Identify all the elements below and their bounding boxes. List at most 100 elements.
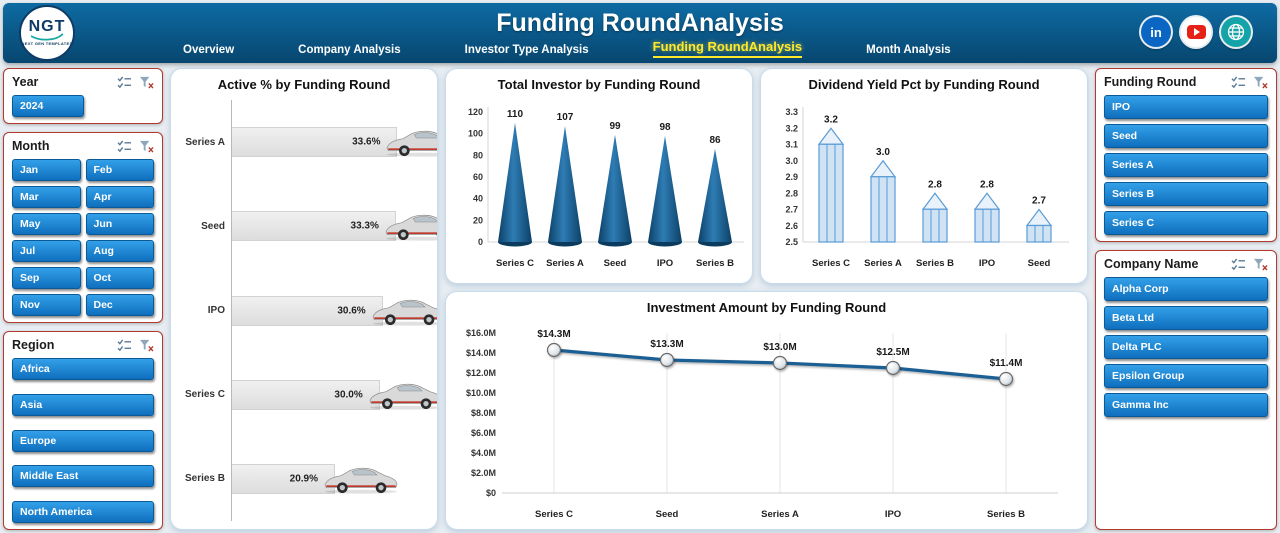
nav-tab-company-analysis[interactable]: Company Analysis <box>298 44 401 56</box>
slicer-option-nov[interactable]: Nov <box>12 294 81 316</box>
content-area: Year 2024 Month Jan Feb Mar Apr May Jun Jul Aug… <box>3 68 1277 530</box>
slicer-option-asia[interactable]: Asia <box>12 393 154 416</box>
svg-text:Series A: Series A <box>546 258 584 269</box>
clear-filter-icon[interactable] <box>139 76 154 89</box>
active-pct-row-seed: Seed 33.3% <box>179 184 437 269</box>
year-options: 2024 <box>12 95 154 117</box>
funding-round-slicer: Funding Round IPO Seed Series A Series B Ser… <box>1095 68 1277 242</box>
svg-text:$6.0M: $6.0M <box>471 428 496 438</box>
svg-text:86: 86 <box>709 135 721 146</box>
slicer-option-jun[interactable]: Jun <box>85 213 154 235</box>
linkedin-glyph: in <box>1150 24 1162 40</box>
play-glyph <box>1193 28 1200 36</box>
svg-text:$11.4M: $11.4M <box>990 358 1023 369</box>
multiselect-icon[interactable] <box>1231 76 1246 89</box>
svg-text:99: 99 <box>609 121 621 132</box>
nav-tab-funding-roundanalysis[interactable]: Funding RoundAnalysis <box>652 39 803 58</box>
company-name-slicer: Company Name Alpha Corp Beta Ltd Delta PLC… <box>1095 250 1277 530</box>
value-label: 33.3% <box>350 220 379 232</box>
slicer-option-aug[interactable]: Aug <box>85 240 154 262</box>
svg-text:$13.3M: $13.3M <box>650 339 683 350</box>
multiselect-icon[interactable] <box>1231 258 1246 271</box>
slicer-option-sep[interactable]: Sep <box>12 267 81 289</box>
slicer-option-mar[interactable]: Mar <box>12 186 81 208</box>
category-label: Seed <box>201 220 225 232</box>
slicer-option-feb[interactable]: Feb <box>85 159 154 181</box>
clear-filter-icon[interactable] <box>139 339 154 352</box>
svg-text:3.2: 3.2 <box>785 123 798 133</box>
category-label: IPO <box>207 305 225 316</box>
slicer-option-beta-ltd[interactable]: Beta Ltd <box>1104 306 1268 330</box>
svg-text:20: 20 <box>473 215 483 225</box>
svg-text:Series B: Series B <box>696 258 734 269</box>
nav-tab-month-analysis[interactable]: Month Analysis <box>866 44 951 56</box>
svg-text:120: 120 <box>468 107 483 117</box>
bar: 20.9% <box>232 463 336 494</box>
slicer-option-seed[interactable]: Seed <box>1104 124 1268 148</box>
svg-text:Series B: Series B <box>916 258 954 269</box>
svg-text:3.2: 3.2 <box>824 114 838 125</box>
slicer-option-delta-plc[interactable]: Delta PLC <box>1104 335 1268 359</box>
slicer-option-middle-east[interactable]: Middle East <box>12 465 154 488</box>
dividend-yield-title: Dividend Yield Pct by Funding Round <box>808 77 1040 92</box>
clear-filter-icon[interactable] <box>1253 258 1268 271</box>
logo-swoosh-icon <box>30 33 64 41</box>
bar-track: 30.0% <box>231 352 437 437</box>
svg-text:3.3: 3.3 <box>785 107 798 117</box>
svg-text:3.1: 3.1 <box>785 140 798 150</box>
svg-text:Series C: Series C <box>496 258 534 269</box>
linkedin-icon[interactable]: in <box>1141 17 1171 47</box>
svg-text:3.0: 3.0 <box>785 156 798 166</box>
slicer-option-dec[interactable]: Dec <box>85 294 154 316</box>
slicer-option-may[interactable]: May <box>12 213 81 235</box>
globe-icon[interactable] <box>1221 17 1251 47</box>
svg-text:$16.0M: $16.0M <box>466 328 496 338</box>
slicer-option-europe[interactable]: Europe <box>12 429 154 452</box>
multiselect-icon[interactable] <box>117 140 132 153</box>
slicer-option-jan[interactable]: Jan <box>12 159 81 181</box>
multiselect-icon[interactable] <box>117 76 132 89</box>
slicer-option-jul[interactable]: Jul <box>12 240 81 262</box>
slicer-option-alpha-corp[interactable]: Alpha Corp <box>1104 277 1268 301</box>
youtube-icon[interactable] <box>1181 17 1211 47</box>
active-pct-chart: Series A 33.6% Seed 33.3% IPO 30.6% Series C 30… <box>179 94 437 522</box>
svg-text:2.8: 2.8 <box>928 179 942 190</box>
ngt-logo[interactable]: NGT NEXT GEN TEMPLATES <box>19 5 75 61</box>
multiselect-icon[interactable] <box>117 339 132 352</box>
bar: 30.0% <box>232 379 380 410</box>
slicer-option-oct[interactable]: Oct <box>85 267 154 289</box>
logo-subtext: NEXT GEN TEMPLATES <box>21 41 73 46</box>
clear-filter-icon[interactable] <box>1253 76 1268 89</box>
page-title: Funding RoundAnalysis <box>496 9 784 37</box>
charts-area: Active % by Funding Round Series A 33.6% S… <box>170 68 1088 530</box>
bar-track: 33.3% <box>231 184 437 269</box>
nav-tab-overview[interactable]: Overview <box>183 44 235 56</box>
globe-glyph <box>1227 23 1245 41</box>
slicer-option-gamma-inc[interactable]: Gamma Inc <box>1104 393 1268 417</box>
svg-text:2.8: 2.8 <box>980 179 994 190</box>
dividend-yield-chart: 2.5 2.6 2.7 2.8 2.9 3.0 3.1 3.2 3.3 3.2 Series C 3.… <box>769 94 1079 275</box>
slicer-option-epsilon-group[interactable]: Epsilon Group <box>1104 364 1268 388</box>
investment-amount-panel: Investment Amount by Funding Round $0 $2.… <box>445 291 1088 530</box>
bar-track: 33.6% <box>231 100 437 185</box>
slicer-option-africa[interactable]: Africa <box>12 358 154 380</box>
slicer-option-series-c[interactable]: Series C <box>1104 211 1268 235</box>
slicer-option-ipo[interactable]: IPO <box>1104 95 1268 119</box>
clear-filter-icon[interactable] <box>139 140 154 153</box>
main-nav: Overview Company Analysis Investor Type An… <box>183 39 951 58</box>
total-investor-chart: 0 20 40 60 80 100 120 110 Series C 107 Series A 99 S… <box>454 94 744 275</box>
slicer-option-series-a[interactable]: Series A <box>1104 153 1268 177</box>
youtube-box <box>1186 25 1206 39</box>
svg-text:$0: $0 <box>486 488 496 498</box>
slicer-option-2024[interactable]: 2024 <box>12 95 84 117</box>
slicer-option-north-america[interactable]: North America <box>12 501 154 523</box>
bar: 33.6% <box>232 127 398 158</box>
slicer-option-apr[interactable]: Apr <box>85 186 154 208</box>
company-name-slicer-title: Company Name <box>1104 257 1199 271</box>
active-pct-row-series-b: Series B 20.9% <box>179 436 429 522</box>
slicer-option-series-b[interactable]: Series B <box>1104 182 1268 206</box>
nav-tab-investor-type-analysis[interactable]: Investor Type Analysis <box>464 44 589 56</box>
car-icon <box>383 125 437 159</box>
svg-text:$13.0M: $13.0M <box>763 342 796 353</box>
svg-text:100: 100 <box>468 129 483 139</box>
